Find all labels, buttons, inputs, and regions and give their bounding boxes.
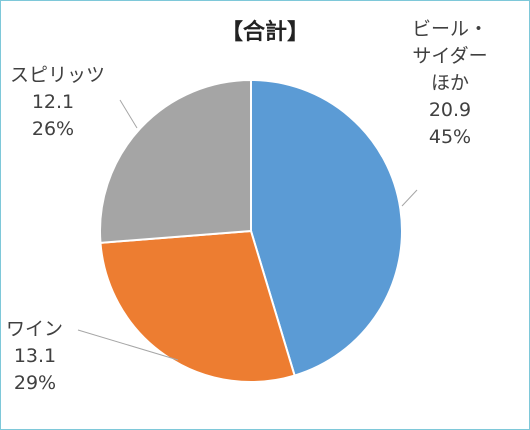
slice-label-wine-value: 13.1 bbox=[13, 345, 57, 367]
leader-line-beer bbox=[401, 189, 418, 207]
slice-label-beer-name-3: ほか bbox=[430, 72, 469, 94]
pie-slice-wine bbox=[99, 229, 296, 383]
slice-label-wine-percent: 29% bbox=[13, 372, 57, 394]
slice-label-wine: ワイン 13.1 29% bbox=[6, 316, 106, 397]
slice-label-spirits-percent: 26% bbox=[31, 118, 75, 140]
slice-label-beer-name-1: ビール・ bbox=[411, 18, 488, 40]
pie-slice-beer bbox=[250, 78, 403, 377]
chart-title: 【合計】 bbox=[220, 20, 309, 45]
slice-label-spirits: スピリッツ 12.1 26% bbox=[10, 62, 130, 143]
slice-label-wine-name: ワイン bbox=[6, 318, 64, 340]
slice-label-beer-percent: 45% bbox=[428, 126, 472, 148]
leader-line-spirits bbox=[119, 99, 138, 129]
leader-line-wine bbox=[77, 329, 179, 361]
pie-slices bbox=[99, 78, 403, 383]
leader-lines bbox=[77, 99, 418, 361]
slice-label-beer: ビール・ サイダー ほか 20.9 45% bbox=[380, 16, 520, 151]
pie-slice-spirits bbox=[99, 78, 252, 244]
slice-label-spirits-value: 12.1 bbox=[31, 91, 75, 113]
slice-label-spirits-name: スピリッツ bbox=[10, 64, 106, 86]
slice-label-beer-name-2: サイダー bbox=[412, 45, 488, 67]
slice-label-beer-value: 20.9 bbox=[428, 99, 472, 121]
